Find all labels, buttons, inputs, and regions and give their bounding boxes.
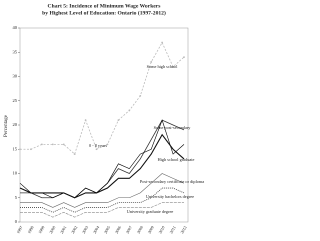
y-tick-label: 0 — [15, 219, 18, 224]
series-label: University bachelors degree — [146, 194, 194, 199]
point — [73, 153, 76, 156]
point — [117, 119, 120, 122]
series-label: 0 - 8 years — [89, 143, 107, 148]
x-tick-label: 2000 — [48, 225, 56, 234]
series-label: High school graduate — [158, 157, 195, 162]
x-tick-label: 1998 — [26, 225, 34, 234]
point — [183, 56, 185, 58]
x-tick-label: 2004 — [92, 225, 100, 234]
point — [62, 143, 65, 146]
series-label: Post-secondary certificate or diploma — [140, 179, 204, 184]
point — [30, 148, 32, 151]
point — [40, 143, 43, 146]
series-line — [19, 119, 185, 199]
x-tick-label: 2003 — [81, 225, 89, 234]
point — [161, 41, 164, 44]
point — [106, 143, 109, 146]
x-tick-label: 2011 — [168, 225, 176, 234]
series-label: University graduate degree — [127, 209, 174, 214]
series-label: Some high school — [147, 64, 179, 69]
x-tick-label: 1999 — [37, 225, 45, 234]
x-tick-label: 2006 — [114, 225, 122, 234]
x-tick-label: 1997 — [15, 225, 23, 234]
series-line — [20, 187, 185, 213]
x-tick-label: 2002 — [70, 225, 78, 234]
x-tick-label: 2001 — [59, 225, 67, 234]
x-tick-label: 2005 — [103, 225, 111, 234]
x-tick-label: 2010 — [157, 225, 165, 234]
point — [172, 65, 174, 68]
point — [84, 119, 87, 122]
x-tick-label: 2007 — [125, 225, 133, 234]
series-line — [20, 173, 185, 208]
y-tick-label: 10 — [13, 171, 18, 176]
point — [139, 95, 142, 97]
chart-title: Chart 5: Incidence of Minimum Wage Worke… — [48, 3, 162, 9]
y-tick-label: 30 — [13, 74, 18, 79]
point — [95, 148, 98, 151]
y-tick-label: 5 — [15, 195, 18, 200]
y-tick-label: 20 — [13, 122, 18, 127]
x-tick-label: 2008 — [136, 225, 144, 234]
point — [51, 143, 54, 146]
series-label: Some post-secondary — [154, 125, 192, 130]
chart-title: by Highest Level of Education: Ontario (… — [42, 9, 166, 16]
y-axis-label: Percentage — [4, 114, 9, 137]
x-tick-label: 2012 — [179, 225, 187, 234]
point — [19, 148, 21, 151]
y-tick-label: 35 — [13, 49, 18, 54]
point — [150, 61, 153, 63]
x-tick-label: 2009 — [147, 225, 155, 234]
chart: Chart 5: Incidence of Minimum Wage Worke… — [4, 3, 204, 234]
series-line — [20, 202, 184, 218]
point — [128, 109, 131, 112]
y-tick-label: 15 — [13, 146, 18, 151]
y-tick-label: 25 — [13, 98, 18, 103]
y-tick-label: 40 — [13, 25, 18, 30]
series-line — [20, 41, 185, 155]
series-line — [19, 133, 185, 199]
